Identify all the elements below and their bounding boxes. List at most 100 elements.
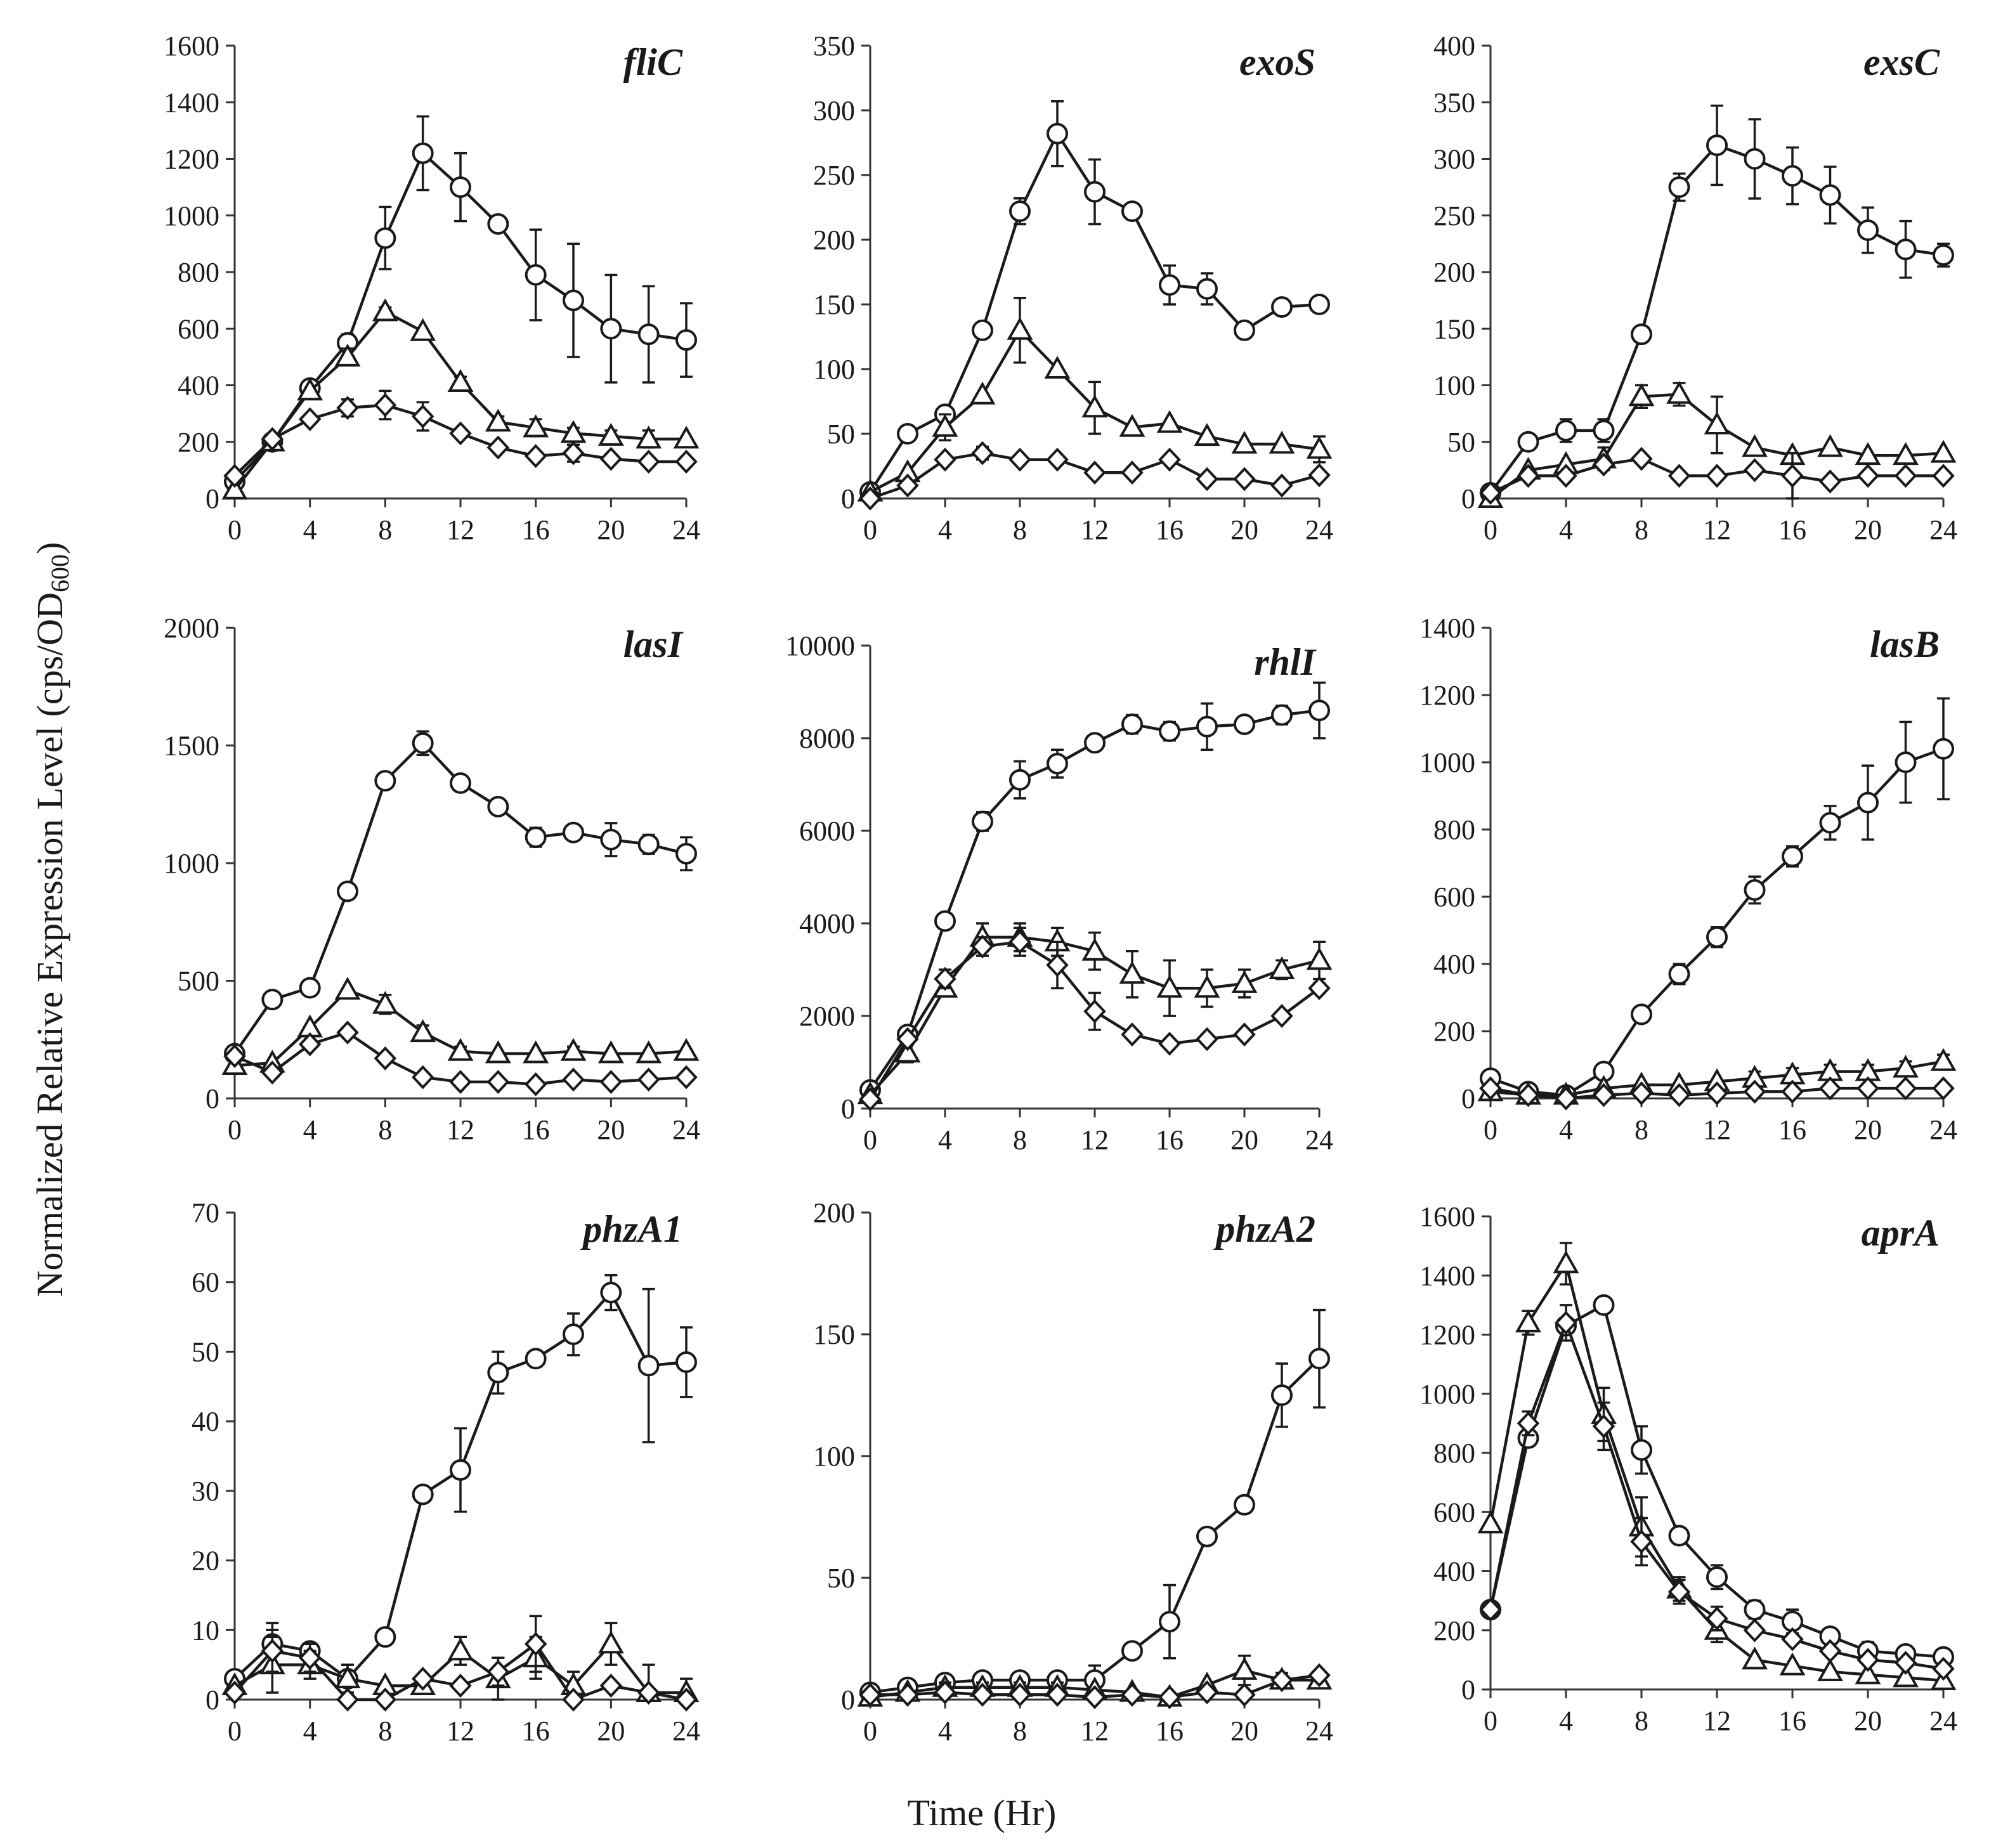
diamond-marker <box>1158 447 1181 472</box>
x-tick-label: 8 <box>1013 1124 1027 1155</box>
y-tick-label: 500 <box>178 966 219 997</box>
y-axis-title-main: Normalized Relative Expression Level (cp… <box>29 592 70 1297</box>
diamond-marker <box>1743 458 1766 483</box>
diamond-marker <box>1233 467 1256 491</box>
diamond-marker <box>298 1646 322 1670</box>
x-tick-label: 0 <box>228 1715 242 1747</box>
circle-marker <box>1047 122 1068 145</box>
diamond-marker <box>1818 1076 1842 1101</box>
circle-marker <box>972 810 993 833</box>
x-tick-label: 0 <box>1484 1705 1497 1736</box>
diamond-marker <box>1196 1027 1218 1051</box>
y-tick-label: 2000 <box>164 613 219 644</box>
circle-marker <box>1744 148 1766 170</box>
x-tick-label: 12 <box>1703 1705 1731 1736</box>
y-tick-label: 0 <box>206 483 219 514</box>
y-tick-label: 0 <box>1461 1083 1475 1114</box>
circle-marker <box>637 323 660 346</box>
y-tick-label: 0 <box>1461 483 1475 514</box>
y-tick-label: 1400 <box>1419 1260 1475 1291</box>
circle-marker <box>1668 1525 1690 1547</box>
diamond-marker <box>524 1632 547 1656</box>
y-tick-label: 1200 <box>1419 680 1475 711</box>
y-tick-label: 40 <box>192 1406 219 1437</box>
diamond-marker <box>486 1070 510 1094</box>
y-tick-label: 150 <box>813 1319 855 1350</box>
diamond-marker <box>1818 1639 1842 1663</box>
chart-panel-rhlI: 0 2000 4000 6000 8000 10000 0 4 8 12 16 20 24 rhlI <box>785 630 1333 1155</box>
diamond-marker <box>1894 1076 1917 1101</box>
series-diamond <box>1479 1076 1955 1110</box>
triangle-marker <box>969 381 996 405</box>
diamond-marker <box>896 1682 919 1707</box>
triangle-marker <box>1119 961 1145 984</box>
y-tick-label: 70 <box>192 1197 219 1228</box>
triangle-marker <box>1231 970 1258 993</box>
triangle-marker <box>673 426 700 449</box>
diamond-marker <box>449 1674 472 1698</box>
diamond-marker <box>1630 1529 1653 1554</box>
y-tick-label: 50 <box>1447 427 1475 458</box>
triangle-marker <box>932 413 958 437</box>
x-tick-label: 4 <box>1559 1705 1573 1736</box>
circle-marker <box>1895 238 1917 261</box>
diamond-marker <box>1894 464 1917 488</box>
x-tick-label: 12 <box>447 514 474 545</box>
diamond-marker <box>896 473 919 498</box>
x-tick-label: 4 <box>1559 1114 1573 1145</box>
triangle-marker <box>1704 411 1730 434</box>
y-tick-label: 400 <box>1433 949 1475 980</box>
triangle-marker <box>673 1038 700 1061</box>
triangle-marker <box>1742 434 1768 457</box>
circle-marker <box>525 826 547 849</box>
diamond-marker <box>859 486 882 511</box>
x-tick-label: 16 <box>1778 1114 1806 1145</box>
circle-marker <box>1271 704 1293 726</box>
circle-marker <box>1308 294 1330 315</box>
circle-marker <box>1196 278 1218 300</box>
x-tick-label: 12 <box>447 1114 474 1145</box>
x-tick-label: 24 <box>1929 514 1957 545</box>
diamond-marker <box>1743 1079 1766 1104</box>
x-tick-label: 20 <box>1854 514 1882 545</box>
diamond-marker <box>675 450 698 474</box>
diamond-marker <box>1046 447 1069 472</box>
x-tick-label: 16 <box>1156 1715 1184 1747</box>
diamond-marker <box>1856 1076 1879 1101</box>
triangle-marker <box>1855 442 1881 465</box>
triangle-marker <box>1231 1656 1258 1680</box>
triangle-marker <box>1269 956 1295 979</box>
y-tick-label: 150 <box>1433 313 1475 344</box>
triangle-marker <box>597 1040 624 1064</box>
y-tick-label: 10000 <box>785 630 855 661</box>
x-tick-label: 12 <box>1703 514 1731 545</box>
y-tick-label: 1000 <box>164 848 219 879</box>
diamond-marker <box>1479 1076 1502 1101</box>
diamond-marker <box>1008 1682 1031 1707</box>
x-tick-label: 12 <box>1081 1124 1109 1155</box>
y-tick-label: 200 <box>1433 1615 1475 1646</box>
diamond-marker <box>1008 930 1031 954</box>
circle-marker <box>1084 181 1106 203</box>
triangle-marker <box>372 298 398 322</box>
diamond-marker <box>524 1072 547 1096</box>
x-tick-label: 16 <box>1778 514 1806 545</box>
circle-marker <box>1668 176 1690 198</box>
triangle-marker <box>523 1040 549 1064</box>
circle-marker <box>563 289 584 311</box>
series-diamond <box>1479 1304 1955 1681</box>
circle-marker <box>1121 200 1143 223</box>
diamond-marker <box>1555 464 1577 488</box>
diamond-marker <box>449 421 472 446</box>
y-axis-title: Normalized Relative Expression Level (cp… <box>29 542 74 1298</box>
chart-panel-phzA2: 0 50 100 150 200 0 4 8 12 16 20 24 phzA2 <box>813 1197 1333 1747</box>
y-tick-label: 6000 <box>799 816 855 847</box>
circle-marker <box>1593 419 1615 441</box>
diamond-marker <box>1630 446 1653 471</box>
circle-marker <box>1744 1599 1766 1621</box>
y-tick-label: 1000 <box>164 200 219 231</box>
circle-marker <box>1744 879 1766 901</box>
diamond-marker <box>859 1087 882 1112</box>
diamond-marker <box>1592 452 1615 477</box>
